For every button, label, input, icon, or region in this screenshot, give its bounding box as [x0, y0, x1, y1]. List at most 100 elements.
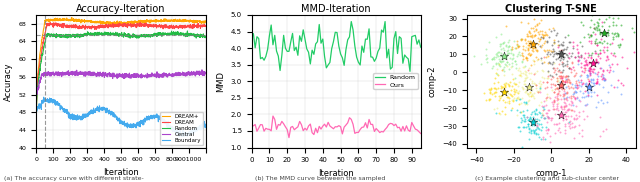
- Point: [526, 118, 536, 121]
- Point: [566, 68, 576, 70]
- Point: [586, 42, 596, 45]
- Point: [596, 98, 606, 101]
- Point: [517, 60, 527, 63]
- Point: [559, 107, 569, 110]
- X-axis label: comp-1: comp-1: [536, 169, 567, 178]
- Point: [550, 132, 560, 134]
- Point: [580, 104, 591, 106]
- Point: [558, 74, 568, 77]
- Point: [511, 43, 522, 46]
- Point: [587, 51, 597, 54]
- Point: [580, 59, 591, 62]
- DREAM: [136, 21, 144, 23]
- Point: [515, 69, 525, 72]
- Point: [579, 118, 589, 120]
- Point: [523, 47, 533, 50]
- Random: [406, 70, 414, 72]
- Point: [602, 69, 612, 72]
- Point: [590, 42, 600, 45]
- Point: [531, 29, 541, 31]
- Point: [547, 62, 557, 65]
- Point: [564, 80, 574, 83]
- Point: [556, 53, 566, 56]
- Random: [171, 32, 179, 34]
- Point: [583, 69, 593, 72]
- Point: [552, 93, 562, 96]
- Point: [555, 75, 565, 78]
- Point: [524, 93, 534, 96]
- Point: [548, 48, 559, 51]
- Point: [488, 58, 499, 61]
- Central: [182, 72, 190, 75]
- Point: [486, 92, 497, 95]
- Point: [517, 118, 527, 121]
- Point: [550, 96, 560, 98]
- Point: [520, 39, 530, 42]
- Point: [562, 92, 572, 95]
- Central: [193, 73, 201, 75]
- Point: [560, 122, 570, 125]
- Point: [539, 108, 549, 111]
- Point: [522, 93, 532, 96]
- Point: [528, 94, 538, 97]
- Point: [495, 60, 505, 63]
- Point: [570, 56, 580, 59]
- Point: [523, 34, 533, 37]
- Point: [523, 39, 533, 42]
- Point: [613, 78, 623, 81]
- Point: [584, 36, 595, 39]
- Point: [509, 96, 519, 99]
- Point: [543, 108, 553, 111]
- Point: [568, 68, 579, 71]
- Point: [592, 77, 602, 80]
- Line: Central: Central: [36, 70, 205, 95]
- Title: MMD-Iteration: MMD-Iteration: [301, 4, 371, 14]
- DREAM: [33, 101, 40, 104]
- Point: [538, 109, 548, 112]
- Point: [600, 79, 610, 82]
- Point: [526, 112, 536, 115]
- Point: [559, 93, 569, 96]
- Point: [524, 32, 534, 35]
- Point: [591, 38, 601, 41]
- Ours: [273, 128, 280, 130]
- Point: [553, 91, 563, 94]
- Point: [531, 109, 541, 112]
- Point: [559, 93, 570, 96]
- Point: [500, 84, 510, 87]
- Point: [495, 84, 506, 87]
- Point: [507, 72, 517, 75]
- Point: [536, 115, 547, 118]
- Point: [603, 34, 613, 37]
- Point: [563, 85, 573, 88]
- Point: [535, 80, 545, 83]
- Point: [500, 82, 511, 85]
- Point: [582, 73, 592, 76]
- Point: [616, 37, 627, 40]
- Point: [561, 92, 571, 95]
- Point: [553, 128, 563, 131]
- Point: [531, 28, 541, 31]
- Point: [599, 78, 609, 81]
- Point: [532, 42, 543, 45]
- Point: [554, 86, 564, 89]
- Point: [487, 57, 497, 60]
- Point: [531, 132, 541, 134]
- Point: [538, 37, 548, 39]
- Point: [549, 49, 559, 52]
- Point: [536, 123, 546, 126]
- Central: [164, 75, 172, 77]
- Point: [538, 135, 548, 138]
- Point: [541, 129, 551, 132]
- Text: (c) Example clustering and sub-cluster center: (c) Example clustering and sub-cluster c…: [476, 176, 620, 181]
- Point: [514, 73, 524, 76]
- Point: [582, 74, 593, 77]
- Point: [541, 33, 552, 36]
- Point: [517, 145, 527, 148]
- Ours: [248, 124, 255, 126]
- Point: [590, 27, 600, 30]
- Point: [598, 50, 609, 53]
- Point: [515, 54, 525, 57]
- Point: [566, 94, 577, 97]
- Point: [511, 66, 521, 69]
